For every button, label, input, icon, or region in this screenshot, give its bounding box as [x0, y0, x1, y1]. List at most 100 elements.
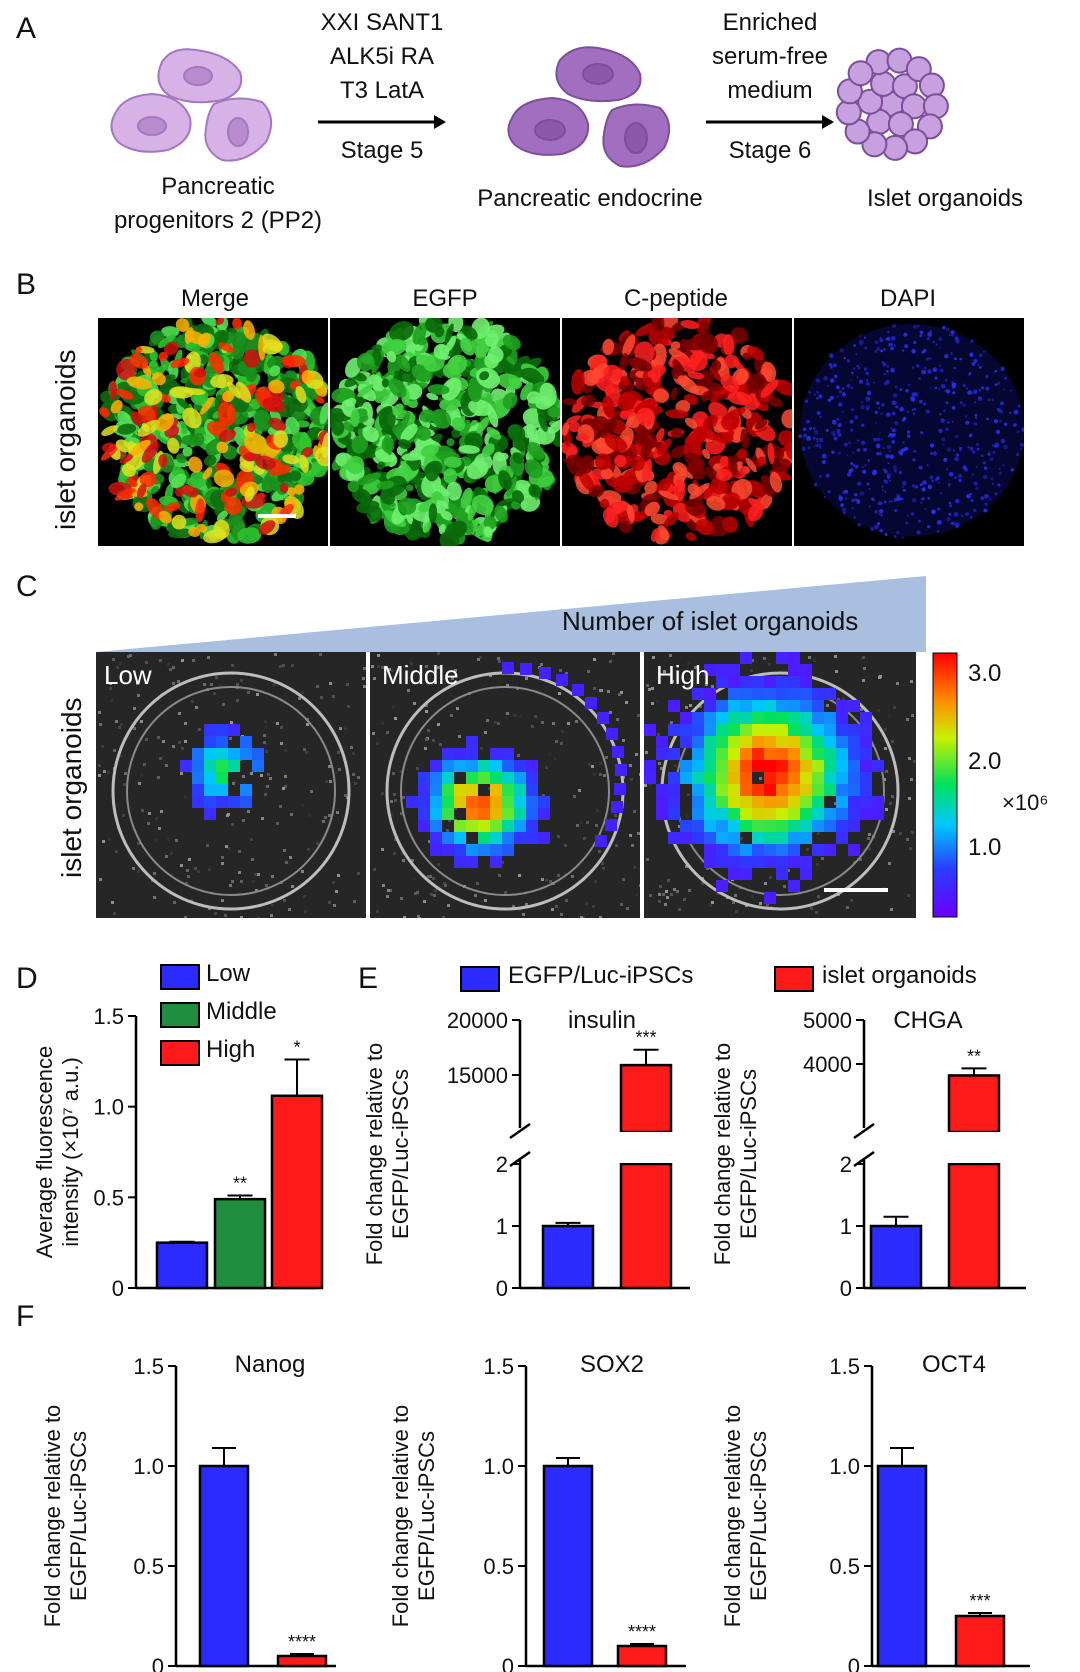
y-tick-label: 1.0: [93, 1095, 124, 1120]
stage5-treatment-3: T3 LatA: [339, 77, 425, 104]
y-tick-label: 2: [840, 1152, 852, 1177]
panel-b-letter: B: [16, 268, 37, 301]
well-outer-ring: [111, 671, 351, 911]
panel-f-letter: F: [16, 1300, 35, 1333]
legend-label-islet: islet organoids: [822, 962, 977, 989]
y-tick-label: 1.0: [483, 1454, 514, 1479]
significance-mark: ***: [969, 1591, 990, 1611]
col-label-merge: Merge: [180, 285, 250, 312]
stage6-treatment-2: serum-free: [711, 43, 829, 70]
panel-d-letter: D: [16, 962, 38, 995]
ylabel-line2: EGFP/Luc-iPSCs: [414, 1431, 439, 1601]
panel-c-row-label: islet organoids: [56, 697, 87, 878]
chart-E2: 0 1 2 4000 5000 **CHGA Fold change relative to…: [710, 1007, 1026, 1301]
well-inner-ring: [126, 686, 336, 896]
ylabel-line1: Fold change relative to: [388, 1405, 413, 1628]
y-tick-label: 0: [152, 1654, 164, 1672]
y-tick-label: 15000: [447, 1063, 508, 1088]
y-tick-label: 1.5: [829, 1354, 860, 1379]
chart-E1: 0 1 2 15000 20000 ***insulin Fold change relat…: [362, 1007, 690, 1301]
scale-bar: [258, 514, 296, 518]
significance-mark: ***: [635, 1028, 656, 1048]
ylabel-line1: Fold change relative to: [362, 1043, 387, 1266]
panel-c-letter: C: [16, 570, 38, 603]
colorbar: [932, 652, 958, 918]
colorbar-tick-3: 3.0: [968, 660, 1002, 687]
bar-EGFP/Luc-iPSCs: [869, 1224, 923, 1290]
y-tick-label: 1.5: [93, 1004, 124, 1029]
col-label-egfp: EGFP: [412, 285, 478, 312]
endocrine-cells-icon: [507, 46, 671, 168]
y-tick-label: 0: [848, 1654, 860, 1672]
y-tick-label: 1.5: [483, 1354, 514, 1379]
y-tick-label: 0: [840, 1276, 852, 1301]
ylabel-line1: Fold change relative to: [40, 1405, 65, 1628]
merge-micrograph: [98, 318, 328, 546]
bar-break-gap: [619, 1132, 673, 1163]
col-label-cpeptide: C-peptide: [623, 285, 729, 312]
ylabel-line1: Average fluorescence: [32, 1046, 57, 1258]
pp2-cells-icon: [110, 48, 273, 162]
chart-title: OCT4: [922, 1351, 986, 1378]
cpeptide-cells: [562, 318, 792, 545]
bar-EGFP/Luc-iPSCs: [541, 1224, 595, 1290]
y-tick-label: 0.5: [829, 1554, 860, 1579]
y-tick-label: 1: [840, 1214, 852, 1239]
bar-lower-segment: [619, 1162, 673, 1290]
colorbar-tick-2: 2.0: [968, 748, 1002, 775]
dapi-micrograph: [794, 318, 1024, 546]
chart-title: CHGA: [893, 1007, 962, 1034]
panel-a-letter: A: [16, 12, 37, 45]
y-tick-label: 1: [496, 1214, 508, 1239]
significance-mark: ****: [288, 1632, 316, 1652]
colorbar-tick-1: 1.0: [968, 834, 1002, 861]
bar-upper-segment: [947, 1074, 1001, 1134]
significance-mark: *: [293, 1038, 300, 1058]
panel-e-letter: E: [358, 962, 379, 995]
endocrine-label: Pancreatic endocrine: [477, 185, 703, 212]
y-tick-label: 1.0: [133, 1454, 164, 1479]
legend-label-low: Low: [206, 960, 251, 987]
pp2-label-line1: Pancreatic: [161, 173, 275, 200]
bar-charts: 0 0.5 1.0 1.5 *** Average fluorescence intensi…: [32, 1004, 1030, 1672]
bar-break-gap: [947, 1132, 1001, 1163]
stage6-label: Stage 6: [728, 137, 812, 164]
luminescence-signal: [644, 652, 884, 904]
well-low: [96, 652, 366, 918]
well-middle: [370, 652, 640, 918]
egfp-cells: [330, 318, 560, 546]
legend-swatch-ipsc: [460, 966, 500, 992]
y-tick-label: 4000: [803, 1052, 852, 1077]
bar-lower-segment: [947, 1162, 1001, 1290]
well-high: [644, 652, 916, 918]
legend-swatch-islet: [774, 966, 814, 992]
chart-title: insulin: [568, 1007, 636, 1034]
ylabel-line2: EGFP/Luc-iPSCs: [736, 1069, 761, 1239]
y-tick-label: 0.5: [93, 1185, 124, 1210]
islet-organoid-icon: [835, 47, 949, 161]
pp2-label-line2: progenitors 2 (PP2): [113, 207, 323, 234]
bar-EGFP/Luc-iPSCs: [876, 1464, 928, 1668]
stage6-treatment-1: Enriched: [722, 9, 818, 36]
gradient-label: Number of islet organoids: [562, 606, 859, 636]
ylabel-line2: intensity (×10⁷ a.u.): [58, 1057, 83, 1247]
bar-High: [270, 1094, 324, 1290]
y-tick-label: 5000: [803, 1008, 852, 1033]
axis-break-upper: [509, 1122, 531, 1140]
ylabel-line2: EGFP/Luc-iPSCs: [746, 1431, 771, 1601]
organoid-cell: [870, 70, 897, 97]
stage6-arrow-icon: [706, 115, 834, 129]
egfp-micrograph: [330, 318, 560, 546]
chart-F2: 0 0.5 1.0 1.5 **** SOX2 Fold change relative t…: [388, 1351, 686, 1672]
organoid-cell: [847, 60, 874, 87]
legend-label-high: High: [206, 1036, 256, 1063]
well-label-high: High: [656, 660, 710, 690]
y-tick-label: 0: [112, 1276, 124, 1301]
chart-D: 00.51.01.5***Average fluorescence intensi…: [32, 1004, 324, 1301]
chart-F1: 0 0.5 1.0 1.5 **** Nanog Fold change relative …: [40, 1351, 336, 1672]
ylabel-line2: EGFP/Luc-iPSCs: [388, 1069, 413, 1239]
organoid-cell: [857, 88, 884, 115]
legend-swatch-middle: [160, 1002, 200, 1028]
scale-bar: [824, 888, 888, 892]
col-label-dapi: DAPI: [879, 285, 936, 312]
